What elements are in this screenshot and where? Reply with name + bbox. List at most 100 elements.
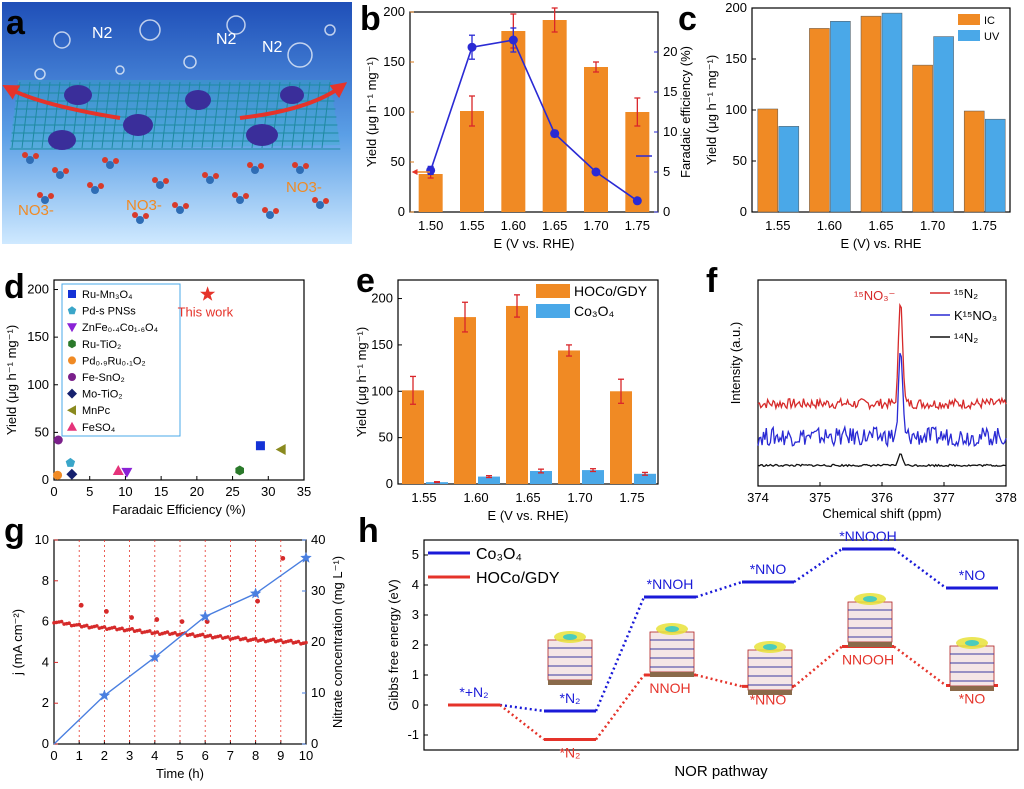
- y-tick-label: 0: [42, 472, 49, 487]
- current-point: [279, 638, 283, 642]
- panel-a: N2 N2 N2 NO3- NO3- NO3- a: [2, 2, 352, 244]
- legend-label-Pd0.9Ru0.1O2: Pd₀.₉Ru₀.₁O₂: [82, 355, 146, 367]
- oxygen-atom: [172, 202, 178, 208]
- current-point: [261, 637, 265, 642]
- connector-HOCo/GDY-5: [893, 645, 947, 687]
- y2-axis-label: Nitrate concentration (mg L⁻¹): [330, 556, 345, 728]
- nitrate-line: [53, 557, 307, 745]
- x-tick-label: 375: [809, 490, 831, 505]
- legend-label-MnPc: MnPc: [82, 405, 111, 417]
- nitrate-point: [199, 610, 211, 622]
- x-axis-label: E (V) vs. RHE: [841, 236, 922, 251]
- spectrum-K15NO3: [757, 352, 1007, 448]
- legend-swatch-IC: [958, 14, 980, 25]
- bar-c-UV-1.60: [830, 21, 851, 213]
- y-tick-label: 8: [42, 573, 49, 588]
- nitrogen-atom: [316, 201, 324, 209]
- bar-c-UV-1.75: [984, 118, 1006, 213]
- legend-label-Pd-s PNSs: Pd-s PNSs: [82, 306, 136, 318]
- point-Pd0.9Ru0.1O2: [53, 470, 63, 480]
- slab-structure: [949, 637, 995, 691]
- y2-tick-label: 0: [663, 204, 670, 219]
- panel-b: b 0 50 100 150 200 0 5 10 15 20 1.50 1.55 1.60 1.65 1.…: [360, 0, 693, 251]
- this-work-label: This work: [178, 304, 234, 319]
- bar-c-IC-1.55: [757, 108, 779, 213]
- slab-body: [847, 601, 893, 643]
- fe-point-1.75: [632, 196, 642, 206]
- oxygen-atom: [213, 173, 219, 179]
- panel-label-b: b: [360, 0, 381, 38]
- charge-density-core: [665, 626, 679, 632]
- bar-c-IC-1.70: [912, 64, 933, 213]
- current-point: [59, 619, 64, 624]
- bar-e-HOCo/GDY-1.55: [402, 390, 424, 484]
- bar-e-Co3O4-1.60: [478, 476, 500, 484]
- current-point: [67, 621, 71, 626]
- current-point: [102, 625, 107, 629]
- oxygen-atom: [98, 183, 104, 189]
- y-axis-label: j (mA cm⁻²): [10, 609, 25, 676]
- panel-f: f 374 375 376 377 378 ¹⁵N₂ K¹⁵NO₃ ¹⁴N₂ ¹⁵NO₃⁻ Che…: [706, 262, 1017, 521]
- current-point: [190, 632, 195, 636]
- bar-c-UV-1.70: [933, 36, 954, 213]
- x-tick-label: 378: [995, 490, 1017, 505]
- current-spike-point: [129, 615, 135, 620]
- charge-density-core: [563, 634, 577, 640]
- x-tick-label: 6: [202, 748, 209, 763]
- legend-label-ZnFe0.4Co1.6O4: ZnFe₀.₄Co₁.₆O₄: [82, 322, 159, 334]
- y-tick-label: 2: [412, 637, 419, 652]
- legend-marker-ZnFe0.4Co1.6O4: [67, 323, 77, 333]
- step-label-HOCo/GDY-2: NNOH: [649, 680, 690, 696]
- x-tick-label: 1.60: [463, 490, 488, 505]
- y-tick-label: 50: [733, 153, 747, 168]
- y2-tick-label: 0: [311, 736, 318, 751]
- legend-label-Ru-TiO2: Ru-TiO₂: [82, 339, 121, 351]
- x-tick-label: 4: [151, 748, 158, 763]
- x-tick-label: 0: [50, 748, 57, 763]
- oxygen-atom: [243, 193, 249, 199]
- oxygen-atom: [323, 198, 329, 204]
- current-point: [155, 630, 160, 634]
- bar-e-HOCo/GDY-1.60: [454, 317, 476, 484]
- y2-tick-label: 40: [311, 532, 325, 547]
- current-point: [95, 624, 99, 628]
- x-tick-label: 15: [154, 484, 168, 499]
- slab-structure: [547, 631, 593, 685]
- legend-label-FeSO4: FeSO₄: [82, 422, 116, 434]
- x-axis-label: E (V vs. RHE): [488, 508, 569, 523]
- x-tick-label: 8: [252, 748, 259, 763]
- step-label-HOCo/GDY-5: *NO: [959, 691, 986, 707]
- x-tick-label: 1.65: [542, 218, 567, 233]
- y-tick-label: 150: [725, 51, 747, 66]
- point-ZnFe0.4Co1.6O4: [121, 467, 133, 478]
- legend-marker-Ru-Mn3O4: [68, 290, 76, 298]
- connector-HOCo/GDY-2: [594, 674, 646, 741]
- nitrogen-atom: [176, 206, 184, 214]
- y-tick-label: 2: [42, 695, 49, 710]
- y2-tick-label: 10: [311, 685, 325, 700]
- x-axis-label: Faradaic Efficiency (%): [112, 502, 245, 517]
- bar-b-1.70: [584, 67, 608, 212]
- bar-e-Co3O4-1.65: [530, 471, 552, 484]
- no3-label-2: NO3-: [126, 197, 162, 214]
- oxygen-atom: [132, 212, 138, 218]
- panel-label-h: h: [358, 512, 379, 550]
- right-arrow: [239, 82, 348, 120]
- oxygen-atom: [87, 182, 93, 188]
- current-point: [236, 635, 240, 640]
- bubbles: [34, 15, 336, 80]
- legend-marker-Pd0.9Ru0.1O2: [68, 356, 76, 365]
- y-tick-label: 150: [383, 54, 405, 69]
- fe-point-1.55: [467, 42, 477, 52]
- current-point: [200, 632, 205, 637]
- nitrogen-atom: [41, 196, 49, 204]
- x-axis-label: NOR pathway: [674, 763, 768, 780]
- x-tick-label: 1.70: [583, 218, 608, 233]
- point-Fe-SnO2: [53, 435, 63, 445]
- connector-Co3O4-1: [499, 703, 545, 713]
- slab-body: [949, 645, 995, 687]
- legend-marker-FeSO4: [67, 421, 77, 431]
- fe-point-1.70: [591, 167, 601, 177]
- y-tick-label: 0: [42, 736, 49, 751]
- bar-b-1.50: [418, 174, 443, 212]
